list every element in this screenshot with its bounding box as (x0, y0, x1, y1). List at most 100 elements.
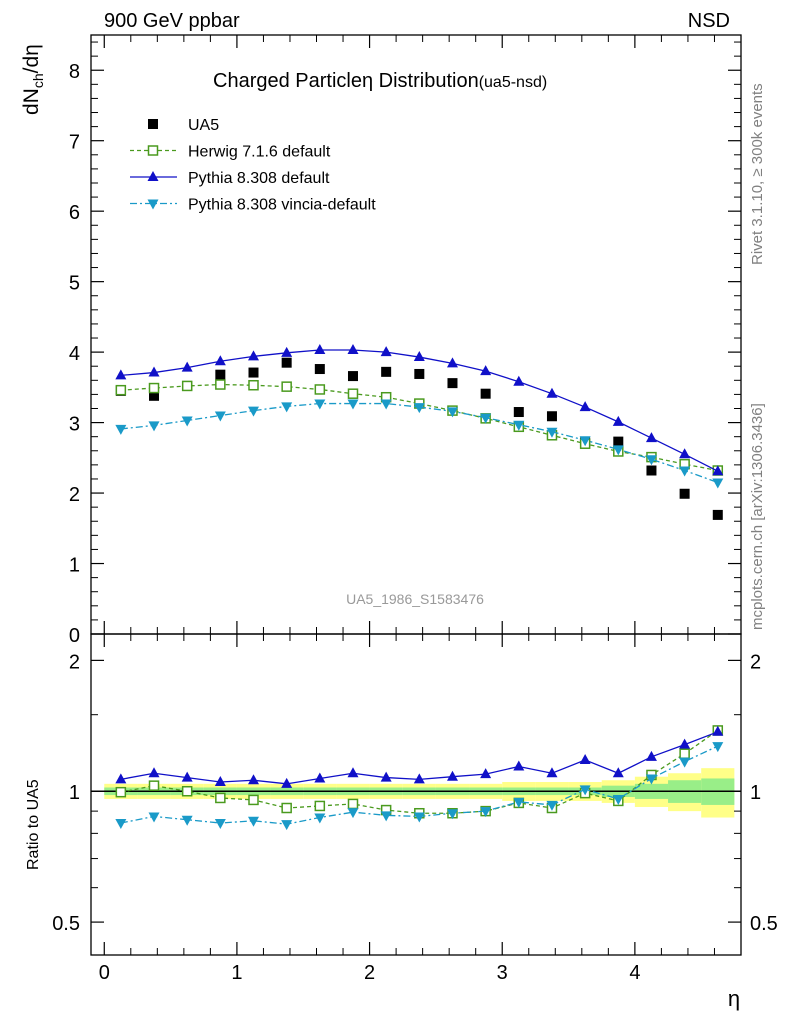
main-series-line-3 (120, 402, 719, 484)
ratio-point (546, 800, 558, 811)
main-point (380, 399, 392, 410)
ratio-point (148, 767, 160, 778)
ratio-point (446, 809, 458, 820)
main-point (380, 346, 392, 357)
ylabel-rest: /dη (20, 44, 43, 73)
main-point (248, 367, 259, 378)
main-y-tick-label: 3 (69, 414, 80, 436)
main-point (148, 366, 160, 377)
main-point (248, 406, 259, 417)
ratio-point (413, 812, 425, 823)
ratio-point (480, 768, 492, 779)
main-y-tick-label: 1 (69, 555, 80, 577)
ratio-point (181, 771, 193, 782)
x-tick-label: 1 (231, 962, 242, 984)
mcplots-label: mcplots.cern.ch [arXiv:1306.3436] (749, 403, 766, 630)
ratio-point (645, 750, 657, 761)
ratio-point (115, 819, 127, 830)
main-point (314, 364, 325, 375)
main-point (679, 488, 690, 499)
main-point (148, 382, 160, 394)
ratio-y-tick-label-right: 2 (750, 651, 761, 673)
ratio-point (513, 797, 525, 808)
legend-label: Pythia 8.308 default (188, 170, 330, 187)
ratio-point (115, 773, 127, 784)
ratio-point (214, 819, 226, 830)
main-point (446, 357, 458, 368)
main-plot: 0 1 2 3 4 5 6 7 8 (69, 34, 742, 647)
ratio-point (248, 794, 259, 806)
main-y-tick-label: 8 (69, 61, 80, 83)
main-series-line-1 (120, 383, 718, 472)
main-point (281, 402, 293, 413)
main-point (579, 436, 591, 447)
ratio-point (380, 771, 392, 782)
main-point (181, 416, 193, 427)
main-point (214, 355, 226, 366)
rivet-label: Rivet 3.1.10, ≥ 300k events (749, 83, 766, 265)
title-main: Charged Particle (213, 70, 362, 92)
legend: UA5 Herwig 7.1.6 default Pythia 8.308 defa… (130, 117, 376, 214)
main-point (612, 415, 624, 426)
main-y-tick-label: 0 (69, 625, 80, 647)
ratio-point (181, 785, 193, 797)
main-point (646, 465, 657, 476)
main-point (612, 445, 624, 456)
ratio-point (679, 738, 691, 749)
main-point (679, 466, 691, 477)
main-point (347, 371, 358, 382)
title-tag: (ua5-nsd) (479, 74, 547, 91)
ratio-point (148, 780, 160, 791)
main-y-tick-label: 6 (69, 202, 80, 224)
header-left: 900 GeV ppbar (104, 10, 240, 32)
main-point (347, 344, 359, 355)
ratio-point (679, 757, 691, 768)
main-point (381, 366, 392, 377)
main-y-label: dNch/dη (20, 44, 46, 115)
main-point (546, 411, 557, 422)
ratio-point (248, 816, 259, 827)
ratio-point (314, 772, 326, 783)
main-point (149, 390, 160, 401)
main-y-tick-label: 5 (69, 273, 80, 295)
x-tick-label: 4 (629, 962, 640, 984)
ratio-point (281, 820, 293, 831)
legend-label: Herwig 7.1.6 default (188, 144, 331, 161)
main-point (712, 478, 724, 489)
main-title: Charged Particleη Distribution(ua5-nsd) (213, 70, 547, 92)
ratio-point (215, 792, 226, 804)
main-point (413, 351, 425, 362)
main-point (281, 357, 292, 368)
ratio-point (712, 742, 724, 753)
main-point (579, 401, 591, 412)
ratio-point (679, 748, 690, 759)
main-point (281, 346, 293, 357)
ratio-point (248, 774, 259, 785)
main-point (480, 413, 492, 424)
analysis-watermark: UA5_1986_S1583476 (346, 591, 484, 607)
legend-marker (147, 171, 159, 181)
ylabel-main: dN (20, 88, 43, 115)
legend-label: Pythia 8.308 vincia-default (188, 197, 376, 214)
ratio-y-tick-label-left: 0.5 (52, 913, 80, 935)
ratio-point (513, 760, 525, 771)
main-point (115, 384, 127, 396)
ratio-frame (90, 633, 742, 956)
legend-marker (148, 119, 158, 129)
main-point (215, 369, 226, 380)
ratio-point (480, 807, 492, 818)
ratio-point (314, 800, 326, 812)
ratio-point (347, 767, 359, 778)
ratio-point (314, 813, 326, 824)
legend-label: UA5 (188, 117, 219, 134)
ratio-plot: 0.5 0.5 1 1 2 2 0 1 2 3 4 (52, 633, 778, 984)
x-axis-label: η (728, 986, 740, 1011)
main-point (347, 399, 359, 410)
main-point (281, 381, 292, 392)
ratio-y-tick-label-left: 2 (69, 651, 80, 673)
main-point (215, 379, 226, 390)
ratio-y-label: Ratio to UA5 (25, 779, 42, 870)
ylabel-sub: ch (30, 73, 46, 88)
